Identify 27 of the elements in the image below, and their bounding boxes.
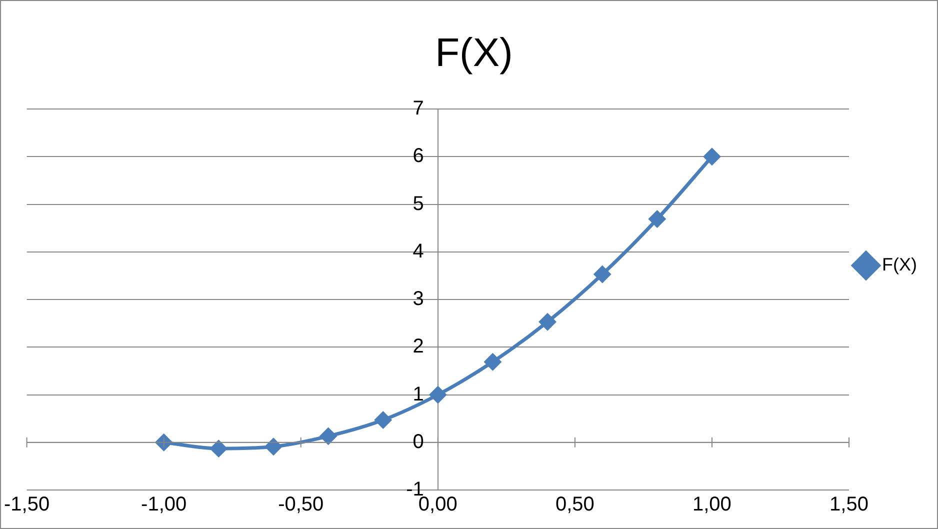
y-tick-label: 0	[412, 430, 424, 453]
point	[374, 412, 392, 428]
x-tick-label: 0,50	[555, 494, 594, 516]
x-tick-label: 1,00	[692, 494, 732, 516]
y-tick-label: 2	[412, 336, 424, 358]
y-tick-label: 7	[412, 98, 424, 120]
x-tick-label: -0,50	[278, 494, 324, 516]
y-tick-label: 6	[412, 145, 424, 168]
x-tick-label: -1,00	[141, 494, 187, 516]
point	[265, 438, 282, 455]
point	[704, 148, 720, 165]
x-tick-label: 1,50	[830, 494, 868, 516]
x-tick-label: -1,50	[4, 494, 50, 516]
point	[594, 266, 611, 283]
legend-label: F(X)	[882, 254, 918, 274]
y-tick-label: 3	[412, 288, 424, 310]
point	[156, 434, 172, 451]
point	[430, 386, 446, 403]
point	[210, 440, 227, 457]
y-tick-label: 1	[412, 383, 424, 406]
point	[484, 354, 501, 370]
y-tick-label: 5	[412, 192, 424, 215]
point	[648, 210, 666, 228]
point	[320, 428, 337, 444]
point	[539, 314, 556, 330]
chart-title: F(X)	[435, 31, 513, 76]
y-tick-label: 4	[412, 240, 424, 262]
